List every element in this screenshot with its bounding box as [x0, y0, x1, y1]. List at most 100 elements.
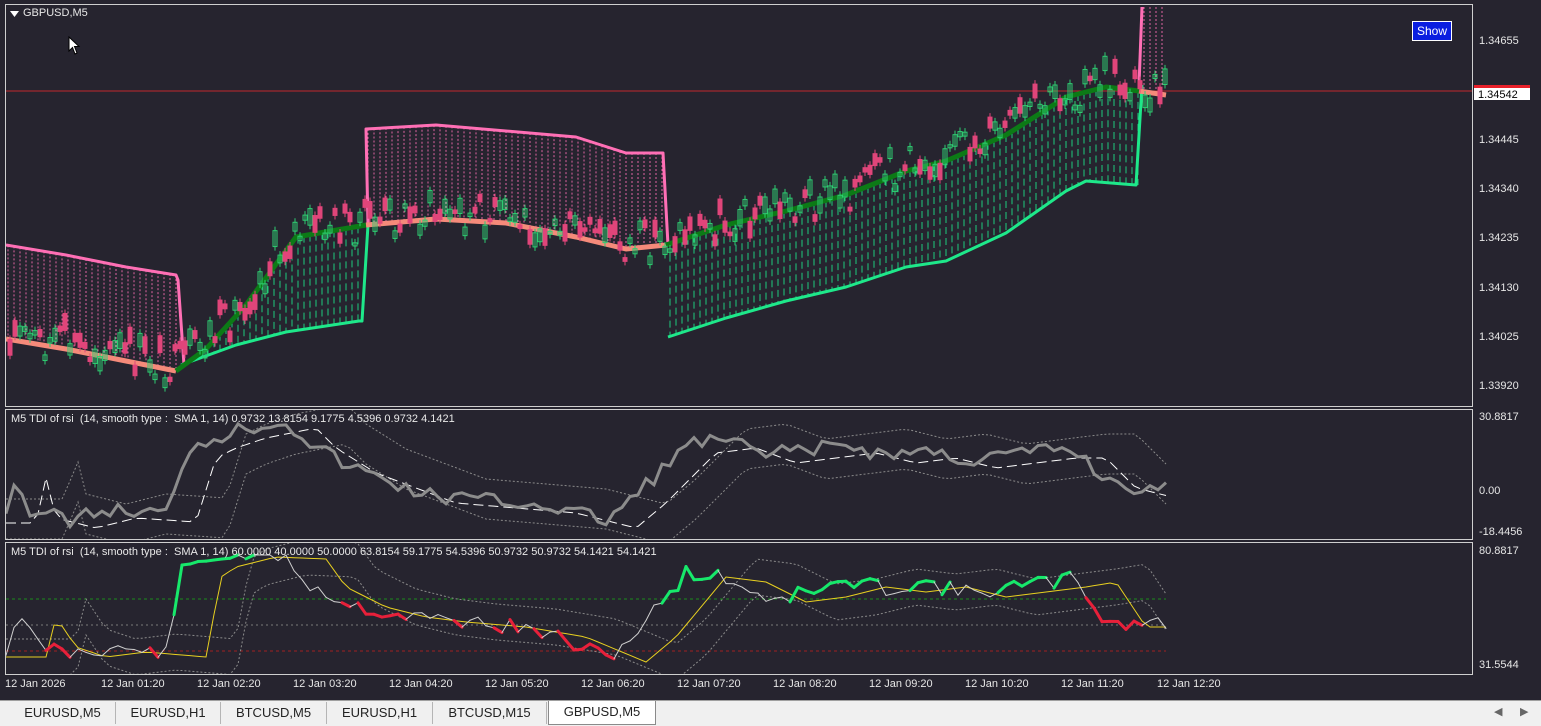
tab-btcusd-m5[interactable]: BTCUSD,M5 [221, 702, 327, 724]
lower-band-line [180, 224, 370, 367]
candle-body [1052, 84, 1058, 100]
candle-body [1097, 84, 1103, 98]
candle-body [1102, 55, 1108, 72]
tdi-rsi-segment [429, 614, 439, 619]
indicator-tick: 80.8817 [1479, 545, 1519, 557]
price-tick: 1.34445 [1479, 134, 1519, 146]
tab-scroll-left-icon[interactable]: ◀ [1494, 706, 1503, 718]
tab-gbpusd-m5[interactable]: GBPUSD,M5 [548, 701, 656, 725]
candle-body [462, 226, 468, 237]
candle-body [1067, 83, 1073, 100]
candle-body [377, 216, 383, 224]
tdi-rsi-segment [788, 585, 800, 604]
candle-body [1072, 104, 1078, 111]
candle-body [572, 215, 578, 226]
candle-body [412, 205, 418, 214]
candle-body [37, 329, 43, 338]
tdi-rsi-segment [1045, 576, 1055, 589]
price-chart-canvas[interactable] [6, 5, 1473, 407]
candle-body [217, 299, 223, 316]
time-tick: 12 Jan 06:20 [581, 678, 645, 690]
candle-body [1037, 103, 1043, 109]
time-tick: 12 Jan 01:20 [101, 678, 165, 690]
tdi-rsi-segment [1084, 596, 1096, 610]
candle-body [17, 325, 23, 337]
tdi-rsi-segment [501, 619, 511, 634]
candle-body [497, 200, 503, 211]
show-button[interactable]: Show [1412, 21, 1452, 41]
tdi-rsi-segment [541, 631, 551, 639]
candle-body [117, 332, 123, 349]
tdi-rsi-segment [1028, 575, 1040, 584]
candle-body [872, 153, 878, 167]
symbol-dropdown-icon[interactable] [10, 10, 20, 18]
tdi-rsi-segment [596, 646, 608, 657]
tab-eurusd-h1-2[interactable]: EURUSD,H1 [327, 702, 433, 724]
candle-body [237, 302, 243, 312]
candle-body [1027, 101, 1033, 107]
tab-btcusd-m15[interactable]: BTCUSD,M15 [433, 702, 547, 724]
tdi-rsi-segment [293, 570, 303, 581]
tdi-rsi-segment [421, 612, 431, 619]
candle-body [692, 234, 698, 246]
candle-body [722, 220, 728, 233]
price-tick: 1.34130 [1479, 282, 1519, 294]
time-axis[interactable]: 12 Jan 2026 12 Jan 01:20 12 Jan 02:20 12… [5, 675, 1473, 695]
candle-body [107, 340, 113, 350]
candle-body [1157, 86, 1163, 105]
price-axis[interactable]: 1.34655 1.34445 1.34340 1.34235 1.34130 … [1473, 4, 1535, 407]
candle-body [427, 190, 433, 204]
time-tick: 12 Jan 11:20 [1061, 678, 1124, 690]
candle-body [567, 211, 573, 220]
indicator-tick: 30.8817 [1479, 411, 1519, 423]
symbol-label: GBPUSD,M5 [23, 7, 88, 19]
chart-window[interactable]: GBPUSD,M5 Show M5 TDI of rsi (14, smooth… [0, 0, 1541, 700]
candle-body [72, 332, 78, 343]
price-tick: 1.34025 [1479, 331, 1519, 343]
candle-body [192, 330, 198, 340]
candle-body [507, 217, 513, 222]
tdi-rsi-segment [269, 554, 279, 562]
candle-body [1132, 69, 1138, 80]
tdi-rsi-segment [317, 586, 327, 598]
tab-scroll-right-icon[interactable]: ▶ [1520, 706, 1529, 718]
candle-body [492, 197, 498, 208]
candle-body [1002, 120, 1008, 128]
candle-body [417, 223, 423, 236]
tab-eurusd-h1[interactable]: EURUSD,H1 [116, 702, 221, 724]
candle-body [287, 245, 293, 259]
price-tick: 1.34235 [1479, 232, 1519, 244]
tdi-rsi-segment [996, 583, 1008, 595]
candle-body [312, 215, 318, 233]
candle-body [307, 208, 313, 226]
candle-body [57, 325, 63, 332]
time-tick: 12 Jan 05:20 [485, 678, 549, 690]
tdi-rsi-segment [949, 581, 959, 596]
candle-body [87, 356, 93, 363]
candle-body [812, 214, 818, 222]
tab-eurusd-m5[interactable]: EURUSD,M5 [10, 702, 116, 724]
candle-body [622, 257, 628, 262]
tdi-indicator-pane-1[interactable]: M5 TDI of rsi (14, smooth type : SMA 1, … [5, 409, 1473, 540]
candle-body [367, 201, 373, 219]
price-chart-pane[interactable]: GBPUSD,M5 Show [5, 4, 1473, 407]
tdi-signal-line [6, 556, 1166, 663]
tdi-rsi-segment [133, 648, 143, 653]
mouse-cursor-icon [68, 36, 81, 55]
candle-body [1022, 105, 1028, 118]
tdi-rsi-segment [973, 589, 983, 594]
candle-body [562, 224, 568, 242]
tdi-rsi-segment [717, 569, 727, 585]
tdi-rsi-segment [1020, 580, 1032, 588]
candle-body [322, 232, 328, 241]
tdi-lower-band [6, 444, 1167, 539]
tdi-indicator-pane-2[interactable]: M5 TDI of rsi (14, smooth type : SMA 1, … [5, 542, 1473, 675]
tdi-rsi-segment [844, 579, 856, 590]
candle-body [522, 208, 528, 218]
candle-body [292, 221, 298, 232]
tdi-rsi-segment [877, 580, 887, 596]
tdi-rsi-segment [989, 592, 999, 598]
candle-body [857, 175, 863, 183]
candle-body [52, 327, 58, 342]
candle-body [102, 349, 108, 361]
